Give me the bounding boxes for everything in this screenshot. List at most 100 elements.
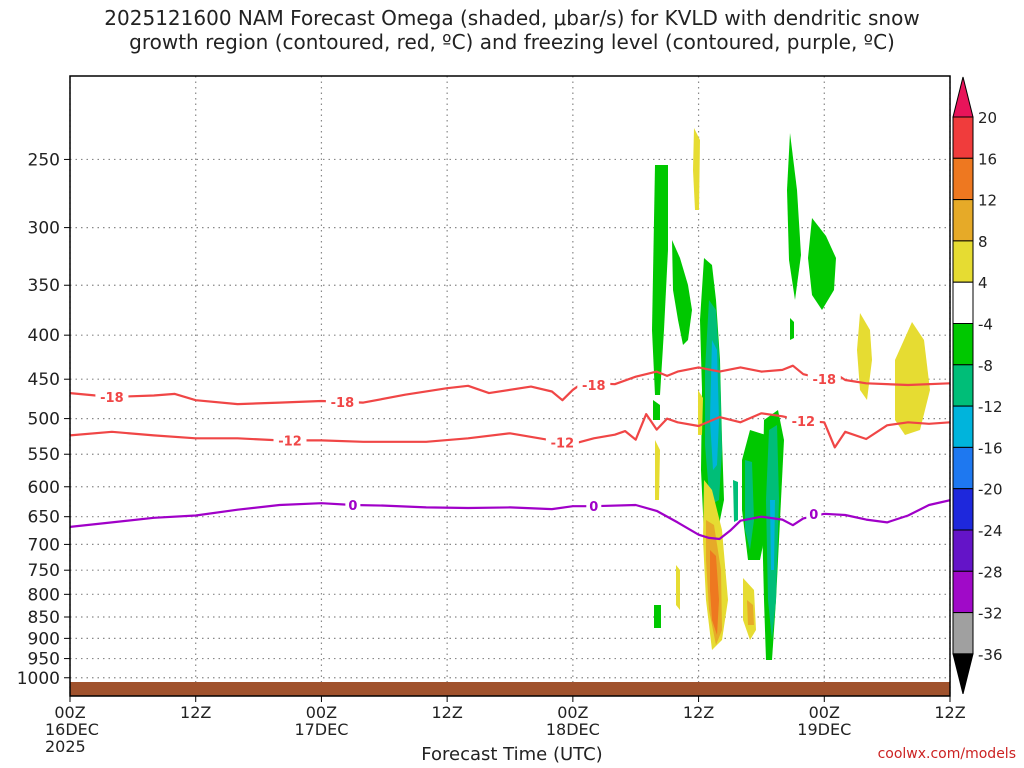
x-tick-label-5-0: 12Z	[683, 703, 714, 722]
colorbar-swatch-5	[952, 281, 974, 325]
x-tick-label-1-0: 12Z	[180, 703, 211, 722]
colorbar-swatch-11	[952, 529, 974, 572]
contour-label-bg-1-2	[786, 412, 820, 428]
y-tick-label-1000: 1000	[17, 669, 60, 689]
x-tick-label-0-0: 00Z	[54, 703, 85, 722]
y-tick-label-800: 800	[28, 585, 60, 605]
omega-region-20	[895, 322, 930, 435]
contour-label-bg-0-3	[807, 371, 841, 387]
contour-2	[70, 499, 950, 541]
terrain-ground	[70, 682, 950, 696]
contour-label-bg-1-0	[273, 432, 307, 448]
contour-label-1-0: -12	[278, 434, 302, 449]
omega-region-17	[655, 440, 660, 500]
colorbar-label-3: 8	[978, 233, 988, 251]
omega-region-14	[654, 605, 661, 628]
x-axis-title: Forecast Time (UTC)	[421, 744, 603, 765]
y-tick-label-850: 850	[28, 608, 60, 628]
colorbar-swatch-2	[952, 157, 974, 201]
colorbar-label-8: -16	[978, 439, 1003, 457]
omega-region-12	[745, 460, 754, 550]
omega-region-19	[857, 313, 872, 400]
grid-lines	[69, 76, 951, 696]
colorbar-label-2: 12	[978, 192, 997, 210]
x-tick-label-3-0: 12Z	[431, 703, 462, 722]
x-tick-label-4-0: 00Z	[557, 703, 588, 722]
contour-label-0-1: -18	[331, 396, 355, 411]
y-tick-label-400: 400	[28, 326, 60, 346]
colorbar-swatch-7	[952, 364, 974, 407]
omega-region-16	[693, 128, 700, 210]
x-tick-label-6-0: 00Z	[809, 703, 840, 722]
y-tick-label-300: 300	[28, 219, 60, 239]
contour-label-1-1: -12	[551, 436, 575, 451]
plot-frame	[69, 75, 951, 697]
colorbar-label-10: -24	[978, 522, 1003, 540]
chart-title: 2025121600 NAM Forecast Omega (shaded, μ…	[0, 6, 1024, 54]
colorbar-label-5: -4	[978, 316, 993, 334]
contour-label-0-2: -18	[582, 379, 606, 394]
y-tick-label-350: 350	[28, 276, 60, 296]
contour-label-bg-0-2	[577, 376, 611, 392]
colorbar-swatch-6	[952, 323, 974, 366]
omega-region-6	[808, 218, 836, 310]
colorbar-swatch-8	[952, 405, 974, 448]
omega-region-25	[747, 600, 754, 625]
y-tick-label-650: 650	[28, 508, 60, 528]
omega-region-1	[672, 240, 692, 345]
omega-region-22	[676, 565, 680, 610]
colorbar-label-0: 20	[978, 109, 997, 127]
omega-region-4	[710, 340, 719, 470]
contour-label-1-2: -12	[792, 415, 816, 430]
colorbar-label-4: 4	[978, 274, 988, 292]
contour-1	[70, 412, 950, 449]
y-tick-label-450: 450	[28, 370, 60, 390]
title-line-1: 2025121600 NAM Forecast Omega (shaded, μ…	[104, 6, 920, 30]
y-tick-label-750: 750	[28, 561, 60, 581]
omega-region-7	[790, 318, 794, 340]
x-tick-label-6-1: 19DEC	[797, 720, 851, 739]
colorbar-label-12: -32	[978, 605, 1003, 623]
contour-label-2-1: 0	[589, 500, 598, 515]
colorbar-swatch-4	[952, 240, 974, 283]
y-tick-label-950: 950	[28, 650, 60, 670]
contour-label-bg-0-0	[95, 389, 129, 405]
x-tick-label-0-1: 16DEC	[45, 720, 99, 739]
y-tick-label-900: 900	[28, 629, 60, 649]
omega-region-15	[653, 400, 660, 420]
x-tick-label-2-1: 17DEC	[294, 720, 348, 739]
contour-label-bg-2-1	[586, 498, 602, 514]
colorbar-bottom-arrow	[952, 653, 974, 695]
omega-region-0	[652, 165, 668, 395]
contour-label-bg-0-1	[325, 393, 359, 409]
y-tick-label-500: 500	[28, 410, 60, 430]
contour-label-2-0: 0	[348, 499, 357, 514]
contour-label-bg-2-2	[806, 505, 822, 521]
colorbar-label-6: -8	[978, 357, 993, 375]
pressure-axis: 2503003504004505005506006507007508008509…	[17, 150, 70, 689]
colorbar-top-arrow	[952, 76, 974, 118]
x-tick-label-0-2: 2025	[45, 737, 86, 756]
x-tick-label-2-0: 00Z	[306, 703, 337, 722]
contour-label-bg-1-1	[545, 434, 579, 450]
omega-region-26	[710, 550, 719, 635]
x-tick-label-4-1: 18DEC	[546, 720, 600, 739]
y-tick-label-700: 700	[28, 535, 60, 555]
colorbar-swatch-13	[952, 612, 974, 655]
y-tick-label-250: 250	[28, 150, 60, 170]
omega-shading	[652, 128, 930, 660]
contour-label-bg-2-0	[345, 497, 361, 513]
contour-label-0-3: -18	[813, 373, 837, 388]
colorbar-label-1: 16	[978, 150, 997, 168]
colorbar-swatch-12	[952, 570, 974, 614]
colorbar-label-11: -28	[978, 563, 1003, 581]
omega-colorbar: 20 16 12 8 4 -4 -8 -12 -16 -20 -24 -28 -32 -36	[952, 76, 1003, 695]
colorbar-swatch-1	[952, 116, 974, 159]
title-line-2: growth region (contoured, red, ºC) and f…	[129, 30, 895, 54]
colorbar-label-13: -36	[978, 646, 1003, 664]
y-tick-label-550: 550	[28, 445, 60, 465]
colorbar-swatch-3	[952, 199, 974, 242]
colorbar-label-7: -12	[978, 398, 1003, 416]
